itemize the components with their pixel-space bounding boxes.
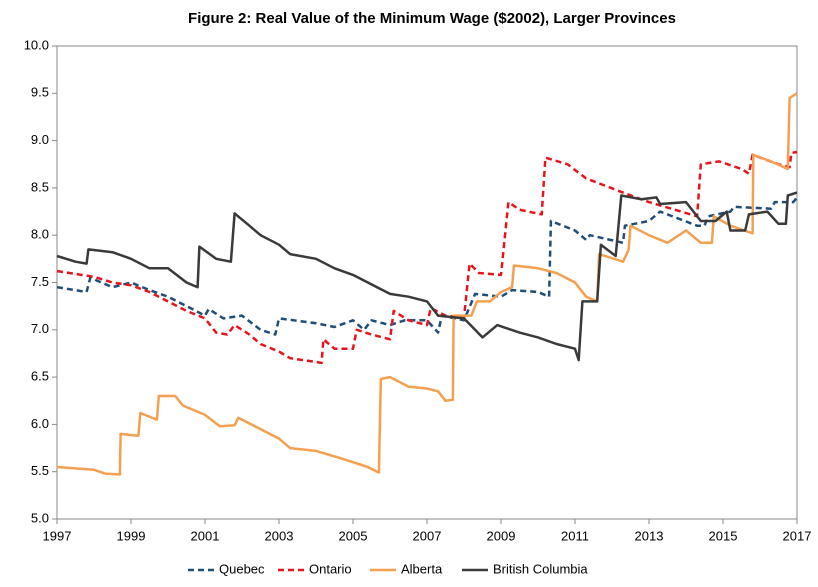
x-tick-label: 1999	[117, 528, 146, 543]
y-tick-label: 5.5	[31, 463, 49, 478]
y-tick-label: 6.5	[31, 369, 49, 384]
x-tick-label: 2015	[709, 528, 738, 543]
series-line	[56, 150, 798, 365]
plot-frame	[56, 45, 798, 520]
legend-label: Ontario	[309, 561, 352, 576]
y-tick-label: 9.5	[31, 85, 49, 100]
y-tick-label: 5.0	[31, 510, 49, 525]
x-tick-label: 2003	[265, 528, 294, 543]
x-tick-label: 2007	[413, 528, 442, 543]
chart-title: Figure 2: Real Value of the Minimum Wage…	[188, 10, 676, 27]
x-tick-label: 1997	[43, 528, 72, 543]
legend-label: Quebec	[219, 561, 265, 576]
x-tick-label: 2005	[339, 528, 368, 543]
y-tick-label: 10.0	[24, 37, 49, 52]
y-tick-label: 7.0	[31, 321, 49, 336]
x-tick-label: 2011	[561, 528, 589, 543]
series-line	[56, 92, 798, 476]
y-tick-label: 6.0	[31, 416, 49, 431]
x-tick-label: 2001	[191, 528, 220, 543]
series-line	[56, 191, 798, 362]
legend-label: Alberta	[401, 561, 443, 576]
series-line	[56, 196, 798, 336]
x-tick-label: 2009	[487, 528, 516, 543]
x-tick-label: 2013	[635, 528, 664, 543]
x-tick-label: 2017	[783, 528, 812, 543]
y-tick-label: 8.5	[31, 179, 49, 194]
legend-label: British Columbia	[493, 561, 588, 576]
y-tick-label: 7.5	[31, 274, 49, 289]
y-tick-label: 9.0	[31, 132, 49, 147]
y-tick-label: 8.0	[31, 227, 49, 242]
